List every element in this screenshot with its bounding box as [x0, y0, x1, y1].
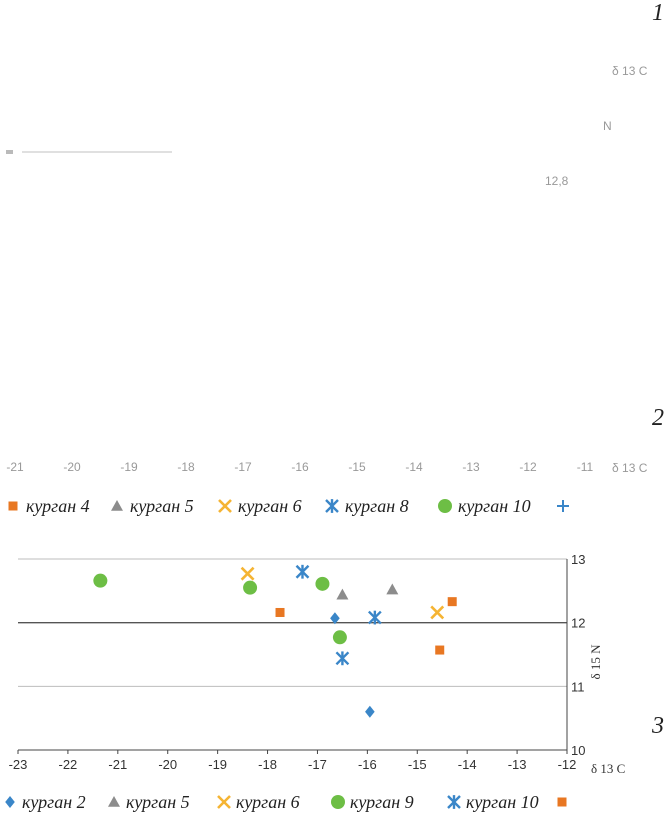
legend-label: курган 10 [458, 496, 531, 516]
panel1-tick-fragment: 12,8 [545, 174, 569, 188]
legend-label: курган 2 [22, 792, 86, 812]
legend-marker [5, 796, 15, 808]
y-tick-label: 13 [571, 552, 585, 567]
legend-label: курган 6 [238, 496, 302, 516]
x-tick-label: -18 [258, 757, 277, 772]
data-point [430, 605, 445, 620]
x-tick-label: -16 [358, 757, 377, 772]
x-tick-label: -22 [59, 757, 78, 772]
data-point [295, 564, 310, 579]
legend-label: курган 9 [350, 792, 414, 812]
panel2-tick-label: -11 [577, 460, 594, 474]
data-point [335, 651, 350, 666]
data-point [386, 583, 399, 595]
x-tick-label: -23 [9, 757, 28, 772]
x-tick-label: -17 [308, 757, 327, 772]
legend-marker [331, 795, 345, 809]
panel2-tick-label: -12 [519, 460, 537, 474]
panel2-tick-label: -20 [63, 460, 81, 474]
data-point [365, 705, 375, 718]
legend-label: курган 6 [236, 792, 300, 812]
panel-number-3: 3 [651, 713, 664, 739]
panel-number-1: 1 [652, 0, 664, 26]
data-point [330, 612, 340, 625]
legend-label: курган 5 [130, 496, 194, 516]
y-tick-label: 10 [571, 743, 585, 758]
legend-marker [217, 795, 231, 809]
legend-marker [111, 500, 123, 511]
legend-marker [108, 796, 120, 807]
data-point [435, 645, 445, 655]
panel3-legend: курган 2 курган 5 курган 6 курган 9 курган 1… [5, 792, 567, 812]
x-tick-label: -14 [458, 757, 477, 772]
x-tick-label: -19 [208, 757, 227, 772]
legend-marker [438, 499, 452, 513]
x-tick-label: -13 [508, 757, 527, 772]
legend-marker [447, 795, 461, 809]
y-tick-label: 11 [571, 679, 585, 694]
legend-marker [325, 499, 339, 513]
y-tick-label: 12 [571, 616, 585, 631]
legend-marker [557, 797, 567, 807]
x-tick-label: -12 [558, 757, 577, 772]
panel2-tick-label: -13 [462, 460, 480, 474]
legend-marker [8, 501, 18, 511]
legend-label: курган 8 [345, 496, 409, 516]
panel2-tick-label: -14 [405, 460, 423, 474]
legend-marker [218, 499, 232, 513]
data-point [368, 610, 382, 625]
panel-number-2: 2 [652, 405, 664, 431]
panel2-tick-label: -17 [234, 460, 252, 474]
legend-label: курган 10 [466, 792, 539, 812]
panel2-tick-label: -21 [6, 460, 24, 474]
data-point [315, 576, 330, 591]
panel3-scatter-chart: 10 11 12 13 -23 -22 -21 -20 -19 -18 -17 -16 -15 -14 -1… [9, 552, 626, 776]
legend-label: курган 5 [126, 792, 190, 812]
x-axis-label: δ 13 C [591, 761, 625, 776]
data-point [447, 597, 457, 607]
panel2-axis-fragment: δ 13 C [612, 461, 648, 475]
panel1-n-fragment: N [603, 119, 612, 133]
panel1-legend-fragment [6, 150, 13, 154]
legend-marker [557, 500, 569, 512]
panel2-legend: курган 4 курган 5 курган 6 курган 8 курган 1… [8, 496, 569, 516]
data-point [336, 588, 349, 600]
panel2-tick-label: -19 [120, 460, 138, 474]
data-point [332, 630, 347, 645]
panel2-x-ticks: -21 -20 -19 -18 -17 -16 -15 -14 -13 -12 -11 [6, 460, 593, 474]
x-tick-label: -21 [108, 757, 127, 772]
x-tick-label: -20 [158, 757, 177, 772]
legend-label: курган 4 [26, 496, 90, 516]
panel2-tick-label: -18 [177, 460, 195, 474]
data-point [93, 573, 108, 588]
panel2-tick-label: -16 [291, 460, 309, 474]
x-tick-label: -15 [408, 757, 427, 772]
data-point [243, 580, 258, 595]
data-point [275, 607, 285, 617]
data-point [240, 566, 255, 581]
panel2-tick-label: -15 [348, 460, 366, 474]
panel1-axis-fragment: δ 13 C [612, 64, 648, 78]
y-axis-label: δ 15 N [588, 644, 603, 680]
